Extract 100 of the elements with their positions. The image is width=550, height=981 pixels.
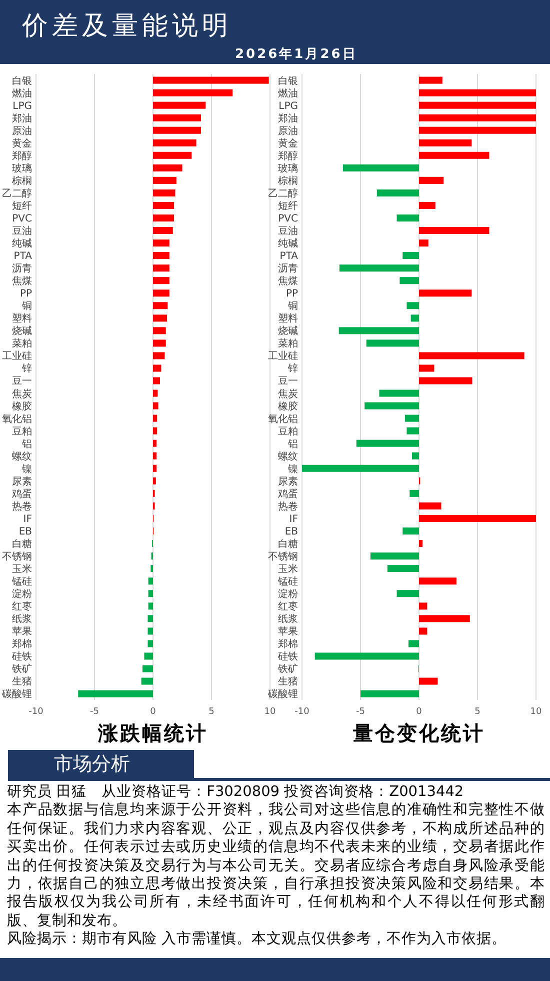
- y-tick-label: 碳酸锂: [267, 688, 298, 700]
- y-tick-label: 鸡蛋: [11, 488, 32, 500]
- bar: [370, 552, 419, 560]
- y-tick-label: 豆一: [278, 376, 298, 388]
- bar: [400, 277, 419, 284]
- x-tick-label: -10: [294, 707, 310, 717]
- bar: [419, 114, 536, 122]
- bar: [412, 452, 419, 460]
- bar: [153, 314, 168, 322]
- x-tick-label: -5: [356, 707, 365, 717]
- bar: [366, 340, 419, 347]
- bar: [153, 277, 170, 284]
- y-tick-label: 燃油: [12, 87, 32, 100]
- text: 风险揭示：期市有风险 入市需谨慎。本文观点仅供参考，不作为入市依据。: [7, 930, 508, 949]
- y-tick-label: 白银: [278, 74, 298, 87]
- bar: [364, 402, 419, 410]
- y-tick-label: 原油: [12, 124, 32, 137]
- bar: [148, 640, 153, 648]
- bar: [406, 302, 419, 310]
- bar: [419, 102, 536, 109]
- bar: [402, 527, 419, 534]
- y-tick-label: 螺纹: [12, 450, 32, 462]
- y-tick-label: PTA: [280, 251, 298, 262]
- y-tick-label: 郑棉: [278, 638, 298, 650]
- y-tick-label: PTA: [14, 251, 32, 262]
- y-tick-label: 玉米: [12, 563, 32, 576]
- bar: [153, 252, 170, 260]
- y-tick-label: LPG: [278, 100, 298, 112]
- y-tick-label: 尿素: [278, 475, 298, 488]
- y-tick-label: 原油: [278, 124, 298, 137]
- bar: [153, 402, 158, 410]
- y-tick-label: PVC: [12, 213, 32, 224]
- bar: [153, 477, 156, 484]
- y-tick-label: 烧碱: [278, 325, 298, 338]
- y-tick-label: 氧化铝: [2, 412, 32, 425]
- y-tick-label: 镍: [287, 462, 298, 475]
- bar: [153, 440, 157, 447]
- y-tick-label: IF: [23, 514, 32, 525]
- bar: [153, 152, 192, 159]
- y-tick-label: 焦煤: [12, 275, 32, 288]
- bar: [419, 502, 442, 510]
- bar: [153, 189, 176, 196]
- bar: [153, 390, 158, 397]
- y-tick-label: 短纤: [12, 200, 32, 212]
- bar: [408, 640, 419, 648]
- bar: [153, 126, 201, 134]
- y-tick-label: PVC: [278, 213, 298, 224]
- bar: [360, 690, 419, 698]
- text: 研究员 田猛 从业资格证号：F3020809 投资咨询资格：Z0013442: [7, 783, 465, 802]
- bar: [404, 414, 419, 422]
- y-tick-label: 热卷: [278, 500, 298, 512]
- bar: [153, 202, 174, 209]
- y-tick-label: 不锈钢: [2, 552, 32, 563]
- y-tick-label: 白银: [12, 74, 32, 87]
- bar: [153, 89, 233, 96]
- x-tick-label: 10: [264, 707, 276, 717]
- y-tick-label: 菜粕: [278, 338, 298, 350]
- y-tick-label: 乙二醇: [268, 187, 298, 200]
- bar: [339, 264, 419, 272]
- y-tick-label: 玻璃: [278, 162, 298, 174]
- bar: [153, 290, 170, 297]
- y-tick-label: 塑料: [12, 312, 32, 325]
- bar: [419, 678, 438, 685]
- bar: [419, 364, 434, 372]
- bar: [419, 202, 436, 209]
- bar: [148, 602, 153, 610]
- y-tick-label: 锌: [21, 362, 32, 375]
- x-tick-label: 5: [474, 707, 480, 717]
- y-tick-label: 玉米: [278, 563, 298, 576]
- x-tick-label: 0: [416, 707, 422, 717]
- bar: [148, 628, 153, 635]
- y-tick-label: 铁矿: [11, 663, 32, 676]
- y-tick-label: 沥青: [278, 262, 298, 275]
- y-tick-label: 铜: [287, 301, 298, 312]
- y-tick-label: 生猪: [278, 676, 298, 688]
- y-tick-label: 尿素: [12, 475, 32, 488]
- text: 2026年1月26日: [235, 46, 358, 63]
- y-tick-label: 棕榈: [278, 174, 298, 187]
- bar: [396, 590, 419, 598]
- bar: [153, 176, 176, 184]
- bar: [153, 302, 168, 310]
- y-tick-label: 硅铁: [11, 650, 32, 663]
- bar: [302, 464, 419, 472]
- bar: [419, 89, 536, 96]
- bar: [153, 214, 174, 222]
- y-tick-label: 菜粕: [12, 338, 32, 350]
- bar: [153, 464, 157, 472]
- y-tick-label: 纸浆: [12, 613, 32, 626]
- bar: [78, 690, 153, 698]
- bar: [419, 240, 428, 247]
- bar: [342, 164, 419, 172]
- bar: [153, 377, 160, 384]
- y-tick-label: 豆一: [12, 376, 32, 388]
- bar: [148, 578, 153, 585]
- y-tick-label: IF: [289, 514, 298, 525]
- bar: [419, 377, 472, 384]
- bar: [419, 628, 428, 635]
- y-tick-label: 锰硅: [277, 576, 298, 588]
- y-tick-label: 白糖: [278, 538, 298, 550]
- bar: [419, 226, 490, 234]
